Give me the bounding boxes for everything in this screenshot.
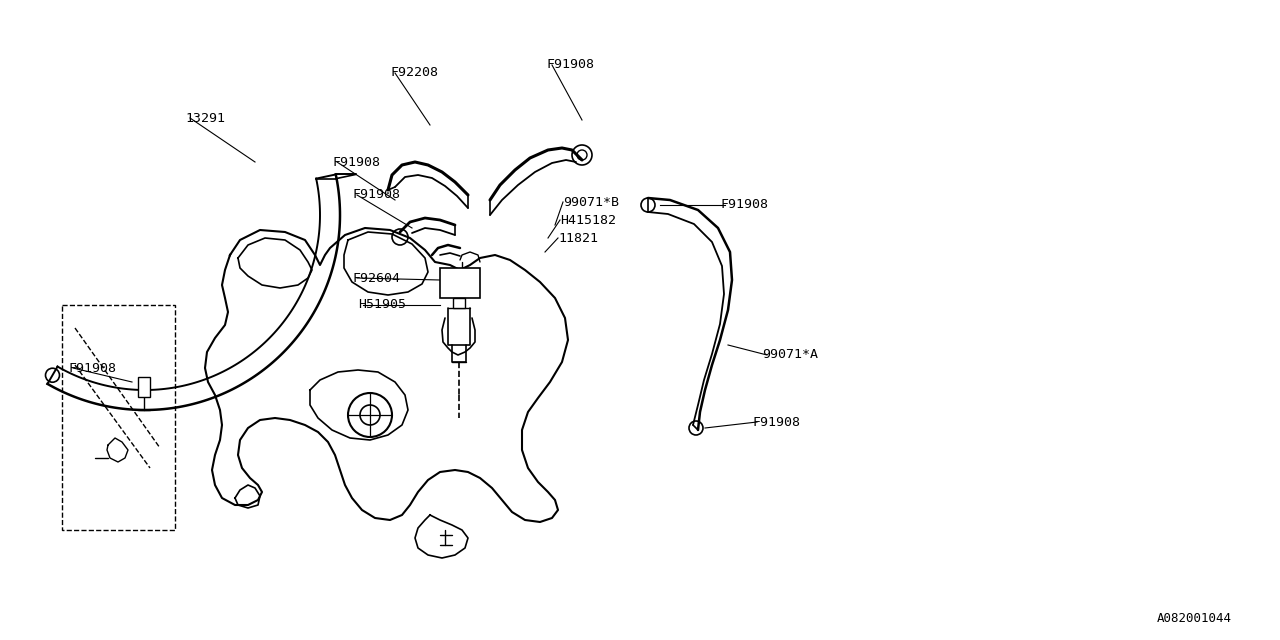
Text: H415182: H415182	[561, 214, 616, 227]
Text: 99071*B: 99071*B	[563, 195, 620, 209]
Text: A082001044: A082001044	[1157, 612, 1231, 625]
Bar	[61, 305, 175, 530]
Text: 13291: 13291	[186, 111, 225, 125]
Text: F91908: F91908	[68, 362, 116, 374]
Text: F91908: F91908	[352, 189, 399, 202]
Text: H51905: H51905	[358, 298, 406, 312]
Text: F91908: F91908	[719, 198, 768, 211]
Text: F92604: F92604	[352, 271, 399, 285]
Text: F92208: F92208	[390, 67, 438, 79]
Text: 99071*A: 99071*A	[762, 349, 818, 362]
Bar	[440, 268, 480, 298]
Text: F91908: F91908	[753, 415, 800, 429]
Polygon shape	[205, 228, 568, 522]
Circle shape	[577, 150, 588, 160]
Text: F91908: F91908	[332, 156, 380, 168]
Bar	[453, 298, 465, 308]
Bar	[138, 377, 150, 397]
Text: F91908: F91908	[547, 58, 595, 72]
Text: 11821: 11821	[558, 232, 598, 244]
